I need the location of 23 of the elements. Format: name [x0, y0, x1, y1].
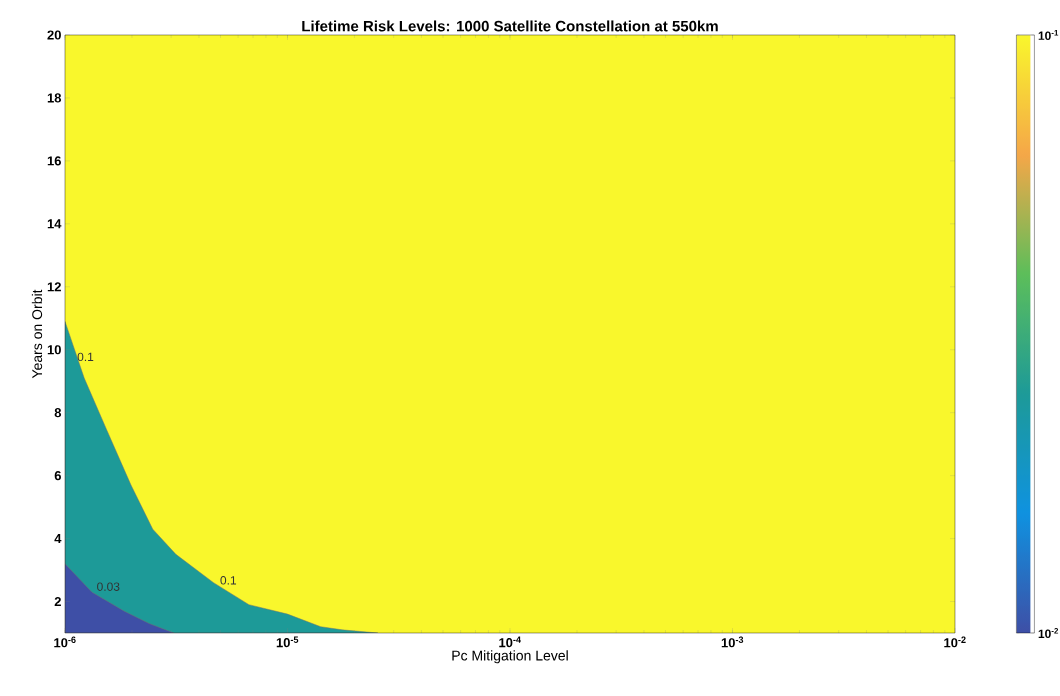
x-tick-label: 10$^{-2}$ — [944, 636, 966, 648]
x-tick-label: 10$^{-5}$ — [276, 636, 299, 648]
y-axis-title: Years on Orbit — [31, 289, 43, 379]
y-tick-label: 20 — [47, 30, 61, 40]
color-bar-label: 10$^{-1}$ — [1038, 30, 1059, 40]
annotation: 0.1 — [77, 352, 94, 362]
x-tick-label: 10$^{-4}$ — [499, 636, 521, 648]
x-tick-label: 10$^{-6}$ — [54, 636, 76, 648]
y-tick-label: 18 — [47, 93, 62, 103]
annotation: 0.1 — [220, 576, 237, 585]
y-tick-label: 6 — [54, 471, 61, 481]
y-tick-label: 16 — [47, 156, 61, 166]
y-tick-label: 2 — [54, 596, 61, 607]
y-tick-label: 10 — [47, 345, 61, 355]
y-tick-label: 8 — [54, 408, 62, 418]
y-tick-label: 4 — [54, 534, 62, 544]
y-tick-label: 14 — [47, 219, 62, 229]
y-tick-label: 12 — [47, 282, 61, 292]
x-axis-title: Pc Mitigation Level — [452, 650, 568, 664]
chart-title: Lifetime Risk Levels: 1000 Satellite Constellation at 550km — [302, 20, 718, 32]
annotation: 0.03 — [97, 582, 120, 591]
color-bar-label: 10$^{-2}$ — [1038, 627, 1059, 639]
x-tick-label: 10$^{-3}$ — [721, 636, 744, 648]
